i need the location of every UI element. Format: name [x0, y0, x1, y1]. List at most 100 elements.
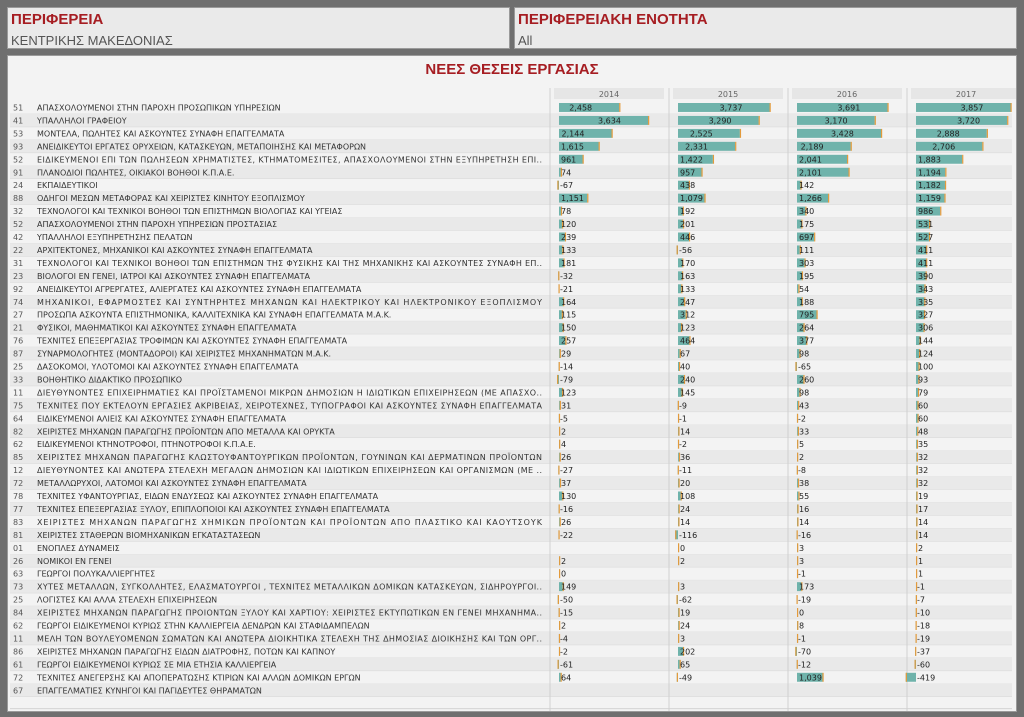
row-code: 11 — [13, 388, 23, 397]
row-code: 61 — [13, 660, 23, 669]
data-label: -16 — [798, 531, 811, 540]
data-label: -7 — [917, 596, 925, 605]
bar-end-marker — [914, 659, 916, 669]
bar-end-marker — [559, 400, 561, 410]
row-label: ΔΙΕΥΘΥΝΟΝΤΕΣ ΚΑΙ ΑΝΩΤΕΡΑ ΣΤΕΛΕΧΗ ΜΕΓΑΛΩΝ… — [37, 466, 542, 475]
bar-end-marker — [796, 530, 798, 540]
bar-end-marker — [678, 426, 680, 436]
bar-end-marker — [688, 232, 691, 242]
bar-end-marker — [558, 608, 560, 617]
data-label: 164 — [561, 298, 576, 307]
row-label: ΧΕΙΡΙΣΤΕΣ ΜΗΧΑΝΩΝ ΠΑΡΑΓΩΓΗΣ ΠΡΟΪΟΝΤΩΝ ΑΠ… — [37, 426, 335, 436]
data-label: 1,039 — [799, 673, 822, 682]
bar-end-marker — [916, 556, 918, 566]
data-label: -18 — [917, 622, 930, 631]
row-code: 87 — [13, 350, 23, 359]
row-label: ΣΥΝΑΡΜΟΛΟΓΗΤΕΣ (ΜΟΝΤΑΔΟΡΟΙ) ΚΑΙ ΧΕΙΡΙΣΤΕ… — [37, 350, 331, 359]
data-label: 173 — [799, 583, 814, 592]
regional-unit-filter-value[interactable]: All — [518, 33, 533, 48]
bar-end-marker — [806, 336, 808, 346]
bar-end-marker — [796, 633, 799, 643]
chart-title: ΝΕΕΣ ΘΕΣΕΙΣ ΕΡΓΑΣΙΑΣ — [425, 61, 599, 78]
data-bar — [797, 284, 799, 294]
data-label: 60 — [918, 414, 928, 423]
data-label: 201 — [680, 220, 695, 229]
data-label: 29 — [561, 350, 571, 359]
bar-end-marker — [704, 193, 706, 203]
data-label: 123 — [680, 324, 695, 333]
bar-end-marker — [681, 271, 684, 281]
data-bar — [678, 452, 679, 462]
data-label: -8 — [798, 466, 806, 475]
bar-end-marker — [915, 582, 918, 592]
data-label: 32 — [918, 479, 928, 488]
bar-end-marker — [915, 621, 917, 630]
data-label: 3 — [680, 634, 685, 643]
data-label: 93 — [918, 375, 928, 384]
row-code: 42 — [13, 233, 23, 242]
data-label: 3,634 — [598, 116, 621, 125]
data-label: 123 — [561, 388, 576, 397]
row-label: ΝΟΜΙΚΟΙ ΕΝ ΓΕΝΕΙ — [37, 557, 111, 566]
data-bar — [797, 349, 800, 358]
bar-end-marker — [962, 154, 964, 164]
row-label: ΥΠΑΛΛΗΛΟΙ ΕΞΥΠΗΡΕΤΗΣΗΣ ΠΕΛΑΤΩΝ — [36, 233, 193, 242]
data-bar — [678, 621, 679, 630]
row-label: ΧΕΙΡΙΣΤΕΣ ΜΗΧΑΝΩΝ ΠΑΡΑΓΩΓΗΣ ΠΡΟΙΟΝΤΩΝ ΞΥ… — [37, 609, 542, 618]
data-bar — [678, 232, 689, 242]
bar-end-marker — [557, 595, 559, 605]
row-label: ΓΕΩΡΓΟΙ ΕΙΔΙΚΕΥΜΕΝΟΙ ΚΥΡΙΩΣ ΣΕ ΜΙΑ ΕΤΗΣΙ… — [37, 660, 277, 669]
bar-end-marker — [611, 128, 613, 138]
bar-end-marker — [796, 465, 799, 475]
data-bar — [559, 452, 560, 462]
data-label: 31 — [561, 401, 571, 410]
region-filter[interactable]: ΠΕΡΙΦΕΡΕΙΑ ΚΕΝΤΡΙΚΗΣ ΜΑΚΕΔΟΝΙΑΣ — [7, 7, 510, 49]
bar-end-marker — [557, 180, 559, 190]
data-label: 37 — [561, 479, 571, 488]
row-code: 78 — [13, 492, 23, 501]
bar-end-marker — [562, 387, 564, 397]
data-label: 20 — [680, 479, 690, 488]
data-label: 188 — [799, 298, 814, 307]
row-stripe — [10, 528, 1012, 542]
data-bar — [916, 232, 929, 242]
data-label: -70 — [798, 647, 811, 656]
bar-end-marker — [945, 167, 947, 177]
bar-end-marker — [758, 115, 760, 125]
data-bar — [559, 258, 564, 268]
bar-end-marker — [801, 297, 803, 307]
bar-end-marker — [796, 413, 799, 423]
data-label: 64 — [561, 673, 571, 682]
column-header-bg — [554, 88, 664, 99]
bar-end-marker — [797, 439, 799, 449]
regional-unit-filter[interactable]: ΠΕΡΙΦΕΡΕΙΑΚΗ ΕΝΟΤΗΤΑ All — [514, 7, 1017, 49]
bar-end-marker — [982, 141, 984, 151]
column-header: 2016 — [837, 90, 857, 99]
bar-end-marker — [562, 323, 564, 333]
data-label: 957 — [680, 168, 695, 177]
row-code: 67 — [13, 686, 23, 695]
data-label: -21 — [560, 285, 573, 294]
data-bar — [916, 271, 926, 281]
data-bar — [916, 439, 917, 449]
data-bar — [559, 297, 564, 307]
column-header-bg — [792, 88, 902, 99]
data-bar — [678, 103, 770, 112]
bar-end-marker — [558, 530, 560, 540]
row-label: ΤΕΧΝΟΛΟΓΟΙ ΚΑΙ ΤΕΧΝΙΚΟΙ ΒΟΗΘΟΙ ΤΩΝ ΕΠΙΣΤ… — [36, 259, 542, 268]
data-label: 1,159 — [918, 194, 941, 203]
data-bar — [678, 374, 684, 384]
bar-end-marker — [559, 478, 562, 488]
row-label: ΧΕΙΡΙΣΤΕΣ ΣΤΑΘΕΡΩΝ ΒΙΟΜΗΧΑΝΙΚΩΝ ΕΓΚΑΤΑΣΤ… — [37, 531, 260, 540]
data-bar — [916, 115, 1008, 125]
data-label: -1 — [798, 634, 806, 643]
data-label: -16 — [560, 505, 573, 514]
bar-end-marker — [915, 595, 918, 605]
bar-end-marker — [560, 206, 563, 216]
data-label: 115 — [561, 311, 576, 320]
data-bar — [916, 336, 920, 346]
data-label: -27 — [560, 466, 573, 475]
region-filter-value[interactable]: ΚΕΝΤΡΙΚΗΣ ΜΑΚΕΔΟΝΙΑΣ — [11, 33, 173, 48]
row-code: 41 — [13, 116, 23, 125]
data-bar — [797, 582, 802, 592]
